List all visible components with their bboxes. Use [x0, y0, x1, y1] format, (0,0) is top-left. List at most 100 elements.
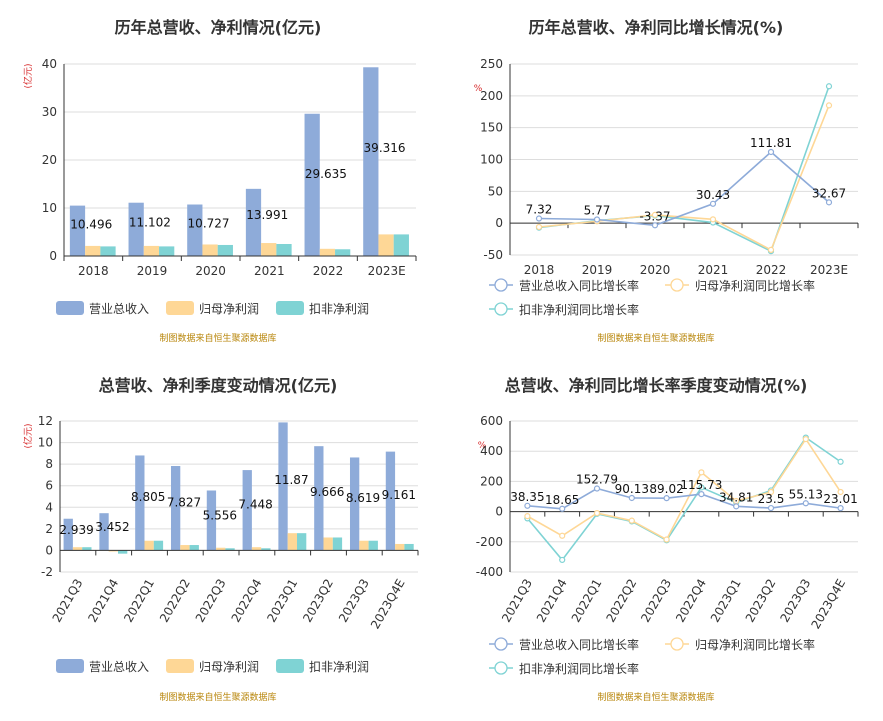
x-tick-label: 2018: [524, 263, 555, 277]
series-point: [767, 246, 775, 254]
legend-label: 扣非净利润: [309, 660, 369, 674]
series-point: [535, 215, 543, 222]
series-point: [825, 199, 833, 206]
bar-revenue: [363, 67, 379, 256]
series-point: [709, 216, 717, 223]
chart-quarterly-growth: 总营收、净利同比增长率季度变动情况(%) % -400 -200 0 200 400 60…: [441, 360, 882, 720]
bar-revenue: [304, 113, 320, 256]
bar-deducted-profit: [332, 537, 343, 551]
bar-revenue: [314, 446, 324, 551]
series-point: [825, 102, 833, 109]
y-tick-label: 0: [495, 505, 503, 519]
bar-revenue: [245, 188, 262, 256]
x-tick-label: 2022Q2: [603, 577, 639, 625]
legend-label: 扣非净利润同比增长率: [519, 661, 639, 676]
data-label: 90.13: [615, 482, 649, 496]
series-point: [559, 532, 566, 539]
data-label: 23.5: [758, 492, 785, 506]
y-tick-label: 150: [480, 121, 503, 135]
data-label: 32.67: [812, 186, 846, 200]
y-tick-label: 200: [480, 89, 503, 103]
series-point: [559, 505, 566, 512]
series-point: [698, 491, 705, 498]
data-label: 39.316: [364, 141, 406, 155]
legend-label: 归母净利润: [199, 660, 259, 674]
bar-revenue: [128, 202, 144, 256]
source-note: 制图数据来自恒生聚源数据库: [597, 332, 714, 344]
y-tick-label: 10: [42, 201, 57, 215]
series-point: [524, 502, 531, 509]
bar-net-profit: [359, 540, 369, 551]
y-tick-label: 40: [42, 57, 57, 71]
series-point: [802, 436, 809, 443]
unit-label: %: [478, 441, 487, 451]
bar-net-profit: [287, 533, 297, 551]
legend-label: 营业总收入同比增长率: [519, 637, 639, 652]
legend-swatch: [276, 301, 304, 315]
chart-svg-1: 历年总营收、净利同比增长情况(%) % -50 0 50 100 150 200 250 20…: [474, 18, 859, 344]
bar-net-profit: [108, 550, 118, 552]
legend: 营业总收入 归母净利润 扣非净利润: [56, 301, 369, 316]
bar-deducted-profit: [261, 548, 271, 551]
legend-marker: [494, 302, 508, 316]
bar-deducted-profit: [368, 540, 378, 551]
series-point: [663, 495, 670, 502]
bar-revenue: [278, 422, 288, 551]
y-tick-label: 600: [480, 414, 503, 428]
chart-annual-revenue-profit: 历年总营收、净利情况(亿元) (亿元) 0 10 20 30 40 2018 2019 202…: [0, 0, 441, 360]
x-tick-label: 2020: [195, 264, 226, 278]
series-point: [651, 222, 659, 229]
chart-title: 历年总营收、净利同比增长情况(%): [529, 18, 784, 37]
bar-net-profit: [395, 543, 405, 551]
x-tick-label: 2023Q3: [777, 577, 813, 625]
bar-net-profit: [378, 234, 394, 256]
data-label: 9.666: [310, 485, 344, 499]
bar-net-profit: [251, 547, 262, 551]
y-tick-label: -400: [476, 565, 503, 579]
x-tick-label: 2023Q1: [708, 577, 744, 625]
data-label: 111.81: [750, 136, 792, 150]
x-tick-label: 2022Q4: [229, 577, 265, 625]
bar-deducted-profit: [225, 548, 235, 551]
bar-net-profit: [72, 547, 83, 551]
y-tick-label: -200: [476, 535, 503, 549]
bar-deducted-profit: [189, 545, 199, 551]
bar-net-profit: [261, 243, 277, 256]
y-tick-label: 4: [45, 500, 53, 514]
y-tick-label: 200: [480, 474, 503, 488]
legend-marker: [670, 637, 684, 651]
series-line: [538, 105, 830, 252]
data-label: 11.87: [274, 473, 308, 487]
y-tick-label: 6: [45, 479, 53, 493]
bar-revenue: [242, 470, 252, 551]
unit-label: (亿元): [22, 423, 34, 448]
series-line: [527, 437, 842, 541]
data-label: 38.35: [510, 490, 544, 504]
x-tick-label: 2021: [254, 264, 285, 278]
series-point: [651, 211, 659, 218]
series-point: [628, 494, 635, 502]
data-label: 2.939: [59, 523, 93, 537]
legend-label: 营业总收入同比增长率: [519, 278, 639, 293]
bar-deducted-profit: [82, 547, 92, 551]
y-tick-label: 250: [480, 57, 503, 71]
chart-title: 总营收、净利同比增长率季度变动情况(%): [505, 376, 808, 395]
legend-marker: [494, 637, 508, 651]
series-point: [767, 504, 775, 512]
x-tick-label: 2023E: [810, 263, 848, 277]
bar-revenue: [385, 451, 396, 551]
legend-label: 营业总收入: [89, 660, 149, 674]
legend-marker: [670, 278, 684, 292]
chart-svg-0: 历年总营收、净利情况(亿元) (亿元) 0 10 20 30 40 2018 2019 202…: [22, 18, 417, 344]
y-tick-label: 50: [488, 184, 503, 198]
series-point: [593, 485, 601, 492]
legend-marker: [494, 661, 508, 675]
series-point: [837, 488, 844, 496]
x-tick-label: 2018: [78, 264, 109, 278]
legend-swatch: [166, 659, 194, 673]
x-tick-label: 2023Q2: [743, 577, 779, 625]
bar-net-profit: [202, 244, 218, 256]
y-tick-label: 0: [45, 543, 53, 557]
data-label: 152.79: [576, 473, 618, 487]
plot-area: -50 0 50 100 150 200 250 2018 2019 2020 2021 2022 20…: [480, 57, 859, 277]
